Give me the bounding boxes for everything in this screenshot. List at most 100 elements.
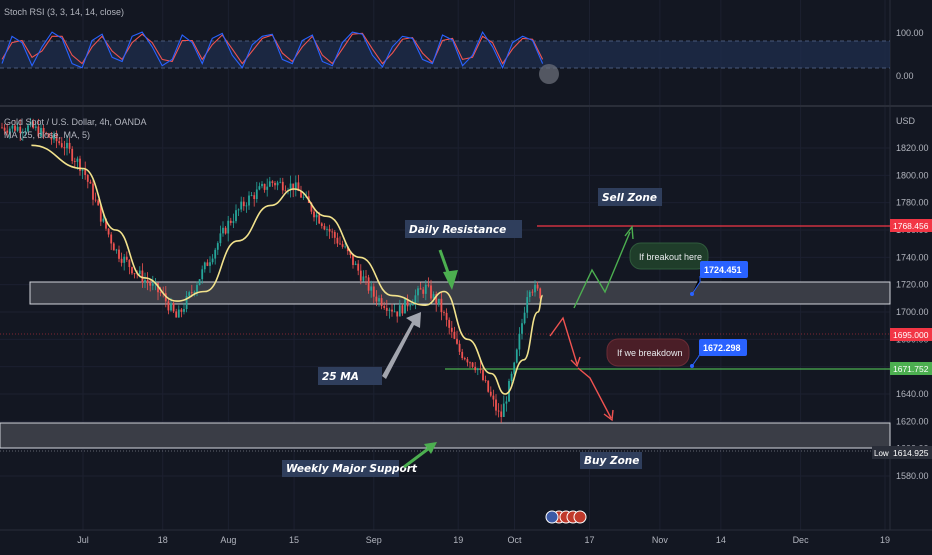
candle-body xyxy=(297,182,300,191)
candle-body xyxy=(292,183,295,191)
candle-body xyxy=(76,158,79,162)
candle-body xyxy=(424,284,427,294)
candle-body xyxy=(448,319,451,328)
svg-text:Low: Low xyxy=(874,449,889,458)
candle-body xyxy=(370,286,373,291)
candle-body xyxy=(375,296,378,302)
candle-body xyxy=(125,256,128,260)
price-tag-low[interactable]: Low 1614.925 xyxy=(872,446,932,459)
weekly-support-arrow[interactable] xyxy=(403,442,437,469)
daily-resistance-zone[interactable] xyxy=(29,281,891,305)
candle-body xyxy=(372,286,375,297)
candle-body xyxy=(14,125,16,131)
candle-body xyxy=(409,305,412,307)
price-tick: 1640.00 xyxy=(896,389,929,399)
candle-body xyxy=(422,289,425,294)
price-tag-last[interactable]: 1695.000 xyxy=(890,328,932,341)
candle-body xyxy=(380,298,383,307)
candle-body xyxy=(271,181,274,183)
candle-body xyxy=(445,312,448,320)
candle-body xyxy=(89,181,92,184)
candle-body xyxy=(79,158,81,171)
candle-body xyxy=(536,284,539,289)
candle-body xyxy=(224,227,227,234)
candle-body xyxy=(235,210,237,222)
candle-body xyxy=(8,128,11,133)
ma-pointer-arrow[interactable] xyxy=(382,312,421,379)
svg-text:1671.752: 1671.752 xyxy=(893,364,929,374)
daily-resistance-box[interactable] xyxy=(405,220,522,238)
stoch-legend[interactable]: Stoch RSI (3, 3, 14, 14, close) xyxy=(4,7,125,17)
candle-body xyxy=(341,244,344,247)
candle-body xyxy=(383,306,386,308)
breakout-path-arrow[interactable] xyxy=(573,225,634,309)
candle-body xyxy=(3,127,6,131)
candle-body xyxy=(242,201,245,207)
currency-label: USD xyxy=(896,116,916,126)
candle-body xyxy=(326,228,328,230)
candle-body xyxy=(453,331,456,339)
buy-zone-label: Buy Zone xyxy=(584,455,639,467)
candle-body xyxy=(261,183,263,187)
ma-line[interactable] xyxy=(31,144,544,395)
breakdown-callout[interactable]: If we breakdown xyxy=(606,338,690,367)
sell-zone-box[interactable] xyxy=(598,188,662,206)
stoch-rsi-lines xyxy=(1,30,544,70)
candle-body xyxy=(177,309,180,318)
candle-body xyxy=(404,299,406,314)
time-tick: 18 xyxy=(158,535,168,545)
weekly-support-box[interactable] xyxy=(282,460,399,477)
candle-body xyxy=(430,285,432,299)
candle-body xyxy=(339,243,341,245)
buy-zone-box[interactable] xyxy=(580,452,642,469)
candle-body xyxy=(331,231,334,233)
candle-body xyxy=(263,183,266,190)
candle-body xyxy=(1,127,3,129)
candle-body xyxy=(393,311,396,313)
candle-body xyxy=(6,130,9,133)
candle-body xyxy=(151,283,154,286)
candle-body xyxy=(349,251,352,255)
candle-body xyxy=(289,183,292,191)
candle-body xyxy=(167,301,170,311)
candle-body xyxy=(461,351,464,359)
candle-body xyxy=(99,205,102,222)
daily-resistance-arrow[interactable] xyxy=(438,249,458,290)
candle-body xyxy=(128,259,131,268)
candle-body xyxy=(476,368,479,371)
candle-body xyxy=(302,196,305,198)
candle-body xyxy=(206,262,209,266)
ma-label: 25 MA xyxy=(322,371,359,383)
candle-body xyxy=(487,380,490,392)
symbol-legend[interactable]: Gold Spot / U.S. Dollar, 4h, OANDA xyxy=(4,117,147,127)
price-tag-resistance[interactable]: 1768.456 xyxy=(890,219,932,232)
svg-text:1695.000: 1695.000 xyxy=(893,330,929,340)
price-tag-support[interactable]: 1671.752 xyxy=(890,362,932,375)
candle-body xyxy=(427,284,430,286)
time-tick: 14 xyxy=(716,535,726,545)
candle-body xyxy=(513,362,516,374)
ma-legend[interactable]: MA (25, close, MA, 5) xyxy=(4,130,91,140)
candle-body xyxy=(81,168,84,171)
ma-label-box[interactable] xyxy=(318,367,382,385)
candle-body xyxy=(34,126,37,128)
economic-event-flags[interactable] xyxy=(545,510,587,524)
candle-body xyxy=(198,279,201,286)
time-tick: 17 xyxy=(585,535,595,545)
candle-body xyxy=(193,291,196,293)
candle-body xyxy=(42,127,45,133)
breakout-callout[interactable]: If breakout here xyxy=(629,242,709,270)
candle-body xyxy=(357,263,360,271)
candle-body xyxy=(180,309,183,312)
candle-body xyxy=(469,362,471,364)
candle-body xyxy=(21,132,24,134)
candle-body xyxy=(300,190,302,198)
breakdown-price-tag[interactable]: 1672.298 xyxy=(690,339,747,368)
weekly-support-zone[interactable] xyxy=(0,422,891,449)
breakdown-path-arrow[interactable] xyxy=(549,316,614,422)
candle-body xyxy=(354,263,357,265)
breakout-price-tag[interactable]: 1724.451 xyxy=(690,261,748,296)
candle-body xyxy=(443,312,445,313)
